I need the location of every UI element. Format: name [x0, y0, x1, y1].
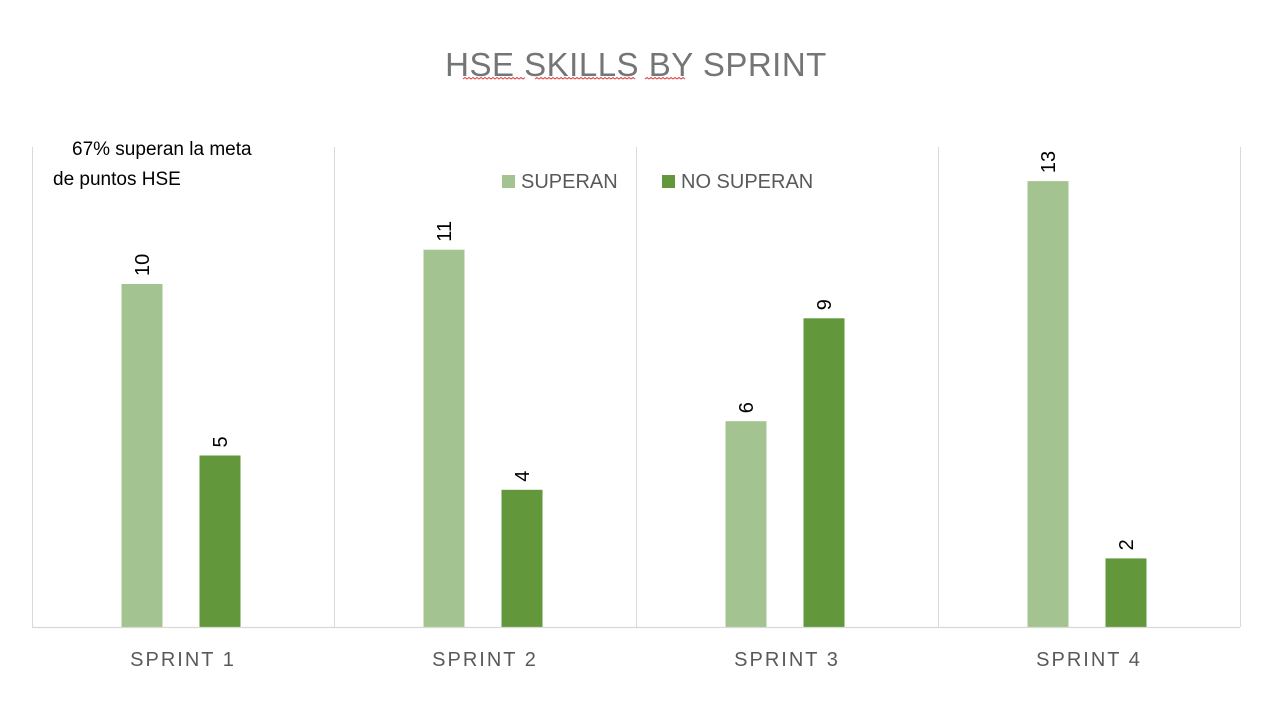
data-label-no-superan-sprint-2: 4 [512, 471, 534, 482]
bars [121, 181, 1147, 627]
data-label-no-superan-sprint-4: 2 [1116, 539, 1138, 550]
data-label-no-superan-sprint-1: 5 [210, 436, 232, 447]
bar-no-superan-sprint-3 [803, 318, 845, 627]
chart-title: HSE SKILLS BY SPRINT [445, 46, 827, 83]
legend-label-no-superan: NO SUPERAN [681, 171, 813, 193]
data-label-superan-sprint-2: 11 [434, 221, 456, 242]
bar-no-superan-sprint-1 [199, 455, 241, 627]
spellcheck-underline [462, 76, 526, 80]
data-labels: 10 5 11 4 6 9 13 2 [132, 151, 1138, 551]
annotation-line-1: 67% superan la meta [72, 139, 252, 160]
data-label-superan-sprint-3: 6 [736, 402, 758, 413]
bar-superan-sprint-4 [1027, 181, 1069, 627]
bar-superan-sprint-1 [121, 284, 163, 627]
data-label-superan-sprint-1: 10 [132, 254, 154, 276]
bar-superan-sprint-2 [423, 249, 465, 627]
x-tick-label-sprint-4: SPRINT 4 [1036, 649, 1142, 671]
spellcheck-underline [644, 76, 686, 80]
gridlines [32, 147, 1241, 627]
bar-no-superan-sprint-2 [501, 489, 543, 627]
x-tick-label-sprint-1: SPRINT 1 [130, 649, 236, 671]
legend: SUPERAN NO SUPERAN [502, 171, 813, 193]
legend-swatch-no-superan [662, 175, 675, 188]
legend-swatch-superan [502, 175, 515, 188]
bar-no-superan-sprint-4 [1105, 558, 1147, 627]
data-label-no-superan-sprint-3: 9 [814, 299, 836, 310]
data-label-superan-sprint-4: 13 [1038, 151, 1060, 173]
legend-label-superan: SUPERAN [521, 171, 618, 193]
annotation-line-2: de puntos HSE [53, 169, 181, 190]
title-spellcheck-underline [462, 76, 686, 80]
x-tick-label-sprint-2: SPRINT 2 [432, 649, 538, 671]
bar-superan-sprint-3 [725, 421, 767, 627]
spellcheck-underline [534, 76, 636, 80]
x-tick-labels: SPRINT 1 SPRINT 2 SPRINT 3 SPRINT 4 [130, 649, 1142, 671]
x-tick-label-sprint-3: SPRINT 3 [734, 649, 840, 671]
